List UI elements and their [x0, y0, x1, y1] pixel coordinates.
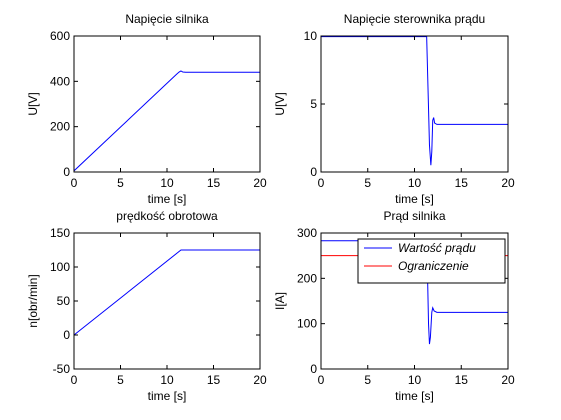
y-axis-label: U[V] [26, 92, 40, 115]
y-tick-label: 0 [310, 165, 317, 179]
y-tick-label: 400 [50, 74, 70, 88]
chart-title: Napięcie silnika [125, 12, 209, 26]
y-tick-label: 150 [50, 226, 70, 240]
x-tick-label: 0 [71, 176, 78, 190]
x-tick-label: 5 [364, 373, 371, 387]
x-tick-label: 0 [318, 373, 325, 387]
series-line-1 [74, 249, 260, 336]
plot-area [74, 36, 260, 172]
x-tick-label: 10 [408, 373, 422, 387]
chart-title: Napięcie sterownika prądu [344, 12, 485, 26]
x-tick-label: 0 [71, 373, 78, 387]
chart-title: Prąd silnika [383, 209, 445, 223]
x-tick-label: 15 [455, 373, 469, 387]
y-tick-label: 100 [50, 260, 70, 274]
chart-title: prędkość obrotowa [116, 209, 218, 223]
x-tick-label: 20 [501, 373, 515, 387]
x-axis-label: time [s] [148, 389, 187, 403]
legend-label: Ograniczenie [398, 259, 469, 273]
y-tick-label: 0 [63, 165, 70, 179]
y-tick-label: 600 [50, 29, 70, 43]
y-tick-label: 300 [297, 226, 317, 240]
legend: Wartość prądu Ograniczenie [357, 238, 506, 284]
plot-area [74, 233, 260, 369]
x-tick-label: 20 [501, 176, 515, 190]
x-tick-label: 0 [318, 176, 325, 190]
subplot-2: 0 5 10 15 20 0 5 10 Napięcie sterownika prądu tim… [273, 12, 515, 206]
legend-box [357, 238, 506, 284]
x-tick-label: 15 [207, 176, 221, 190]
y-tick-label: 0 [310, 362, 317, 376]
x-tick-label: 5 [364, 176, 371, 190]
y-tick-label: 100 [297, 317, 317, 331]
plot-area [321, 36, 508, 172]
series-line-1 [74, 70, 260, 172]
y-tick-label: 50 [57, 294, 71, 308]
x-tick-label: 20 [253, 373, 267, 387]
legend-label: Wartość prądu [398, 241, 476, 255]
y-tick-label: 10 [304, 29, 318, 43]
y-tick-label: 5 [310, 97, 317, 111]
y-tick-label: 0 [63, 328, 70, 342]
x-tick-label: 20 [253, 176, 267, 190]
x-tick-label: 10 [160, 373, 174, 387]
series-line-1 [321, 36, 508, 166]
x-axis-label: time [s] [395, 192, 434, 206]
y-axis-label: U[V] [273, 92, 287, 115]
y-axis-label: n[obr/min] [26, 274, 40, 327]
y-tick-label: -50 [53, 362, 71, 376]
x-tick-label: 5 [117, 373, 124, 387]
x-tick-label: 10 [408, 176, 422, 190]
x-tick-label: 15 [207, 373, 221, 387]
y-tick-label: 200 [297, 271, 317, 285]
y-tick-label: 200 [50, 120, 70, 134]
x-axis-label: time [s] [395, 389, 434, 403]
y-axis-label: I[A] [273, 292, 287, 310]
x-tick-label: 15 [455, 176, 469, 190]
x-tick-label: 5 [117, 176, 124, 190]
x-tick-label: 10 [160, 176, 174, 190]
x-axis-label: time [s] [148, 192, 187, 206]
